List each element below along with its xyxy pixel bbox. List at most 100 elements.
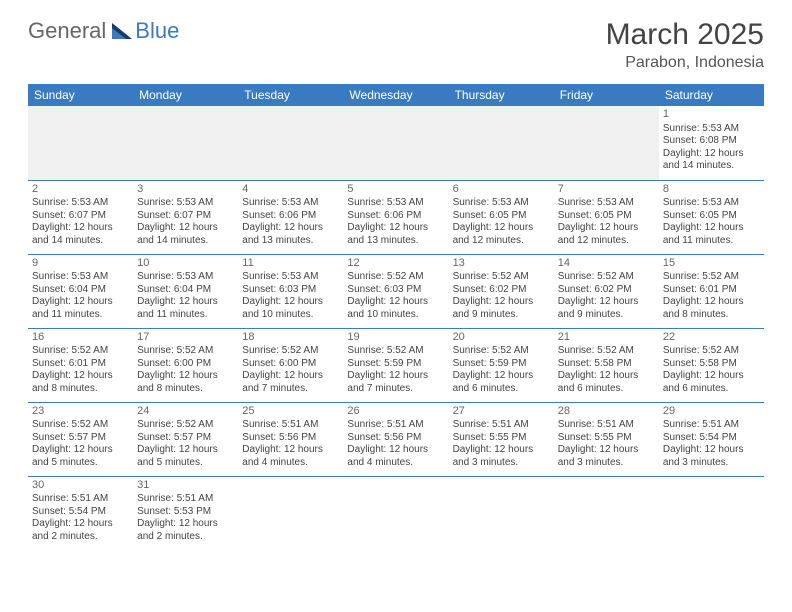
calendar-cell: 12Sunrise: 5:52 AMSunset: 6:03 PMDayligh… xyxy=(343,254,448,328)
cell-text: Daylight: 12 hours xyxy=(453,296,550,309)
calendar-cell: 15Sunrise: 5:52 AMSunset: 6:01 PMDayligh… xyxy=(659,254,764,328)
cell-text: Sunrise: 5:52 AM xyxy=(663,271,760,284)
calendar-cell: 28Sunrise: 5:51 AMSunset: 5:55 PMDayligh… xyxy=(554,402,659,476)
calendar-cell xyxy=(343,476,448,550)
cell-text: and 2 minutes. xyxy=(137,531,234,544)
cell-text: Sunrise: 5:51 AM xyxy=(663,419,760,432)
cell-text: and 4 minutes. xyxy=(347,457,444,470)
cell-text: Daylight: 12 hours xyxy=(137,444,234,457)
cell-text: and 6 minutes. xyxy=(663,383,760,396)
cell-text: and 8 minutes. xyxy=(32,383,129,396)
day-number: 8 xyxy=(663,183,760,197)
cell-text: Daylight: 12 hours xyxy=(32,444,129,457)
cell-text: Daylight: 12 hours xyxy=(347,296,444,309)
cell-text: and 9 minutes. xyxy=(453,309,550,322)
header: General Blue March 2025 Parabon, Indones… xyxy=(28,18,764,72)
cell-text: Sunset: 6:03 PM xyxy=(242,284,339,297)
cell-text: Sunset: 5:55 PM xyxy=(558,432,655,445)
cell-text: Sunset: 6:07 PM xyxy=(137,210,234,223)
cell-text: Sunset: 5:54 PM xyxy=(32,506,129,519)
cell-text: and 8 minutes. xyxy=(663,309,760,322)
cell-text: and 7 minutes. xyxy=(242,383,339,396)
cell-text: Sunrise: 5:52 AM xyxy=(242,345,339,358)
cell-text: and 7 minutes. xyxy=(347,383,444,396)
cell-text: and 14 minutes. xyxy=(663,160,760,173)
weekday-header: Friday xyxy=(554,84,659,106)
cell-text: Sunrise: 5:51 AM xyxy=(242,419,339,432)
cell-text: Sunset: 6:01 PM xyxy=(32,358,129,371)
calendar-cell xyxy=(238,476,343,550)
cell-text: Daylight: 12 hours xyxy=(663,296,760,309)
cell-text: Sunset: 5:56 PM xyxy=(242,432,339,445)
cell-text: Sunset: 5:57 PM xyxy=(137,432,234,445)
title-block: March 2025 Parabon, Indonesia xyxy=(606,18,764,72)
cell-text: Daylight: 12 hours xyxy=(137,370,234,383)
cell-text: and 8 minutes. xyxy=(137,383,234,396)
calendar-cell: 20Sunrise: 5:52 AMSunset: 5:59 PMDayligh… xyxy=(449,328,554,402)
cell-text: Sunset: 5:59 PM xyxy=(453,358,550,371)
cell-text: Sunset: 6:04 PM xyxy=(137,284,234,297)
day-number: 1 xyxy=(663,108,760,122)
cell-text: Daylight: 12 hours xyxy=(453,222,550,235)
cell-text: Sunset: 5:54 PM xyxy=(663,432,760,445)
day-number: 26 xyxy=(347,405,444,419)
calendar-table: Sunday Monday Tuesday Wednesday Thursday… xyxy=(28,84,764,550)
day-number: 2 xyxy=(32,183,129,197)
day-number: 20 xyxy=(453,331,550,345)
day-number: 7 xyxy=(558,183,655,197)
day-number: 28 xyxy=(558,405,655,419)
weekday-header: Thursday xyxy=(449,84,554,106)
cell-text: Sunrise: 5:51 AM xyxy=(137,493,234,506)
logo-text-1: General xyxy=(28,18,106,44)
cell-text: Sunrise: 5:52 AM xyxy=(453,271,550,284)
cell-text: Sunrise: 5:51 AM xyxy=(453,419,550,432)
cell-text: Daylight: 12 hours xyxy=(32,222,129,235)
cell-text: Sunset: 5:58 PM xyxy=(663,358,760,371)
calendar-cell: 16Sunrise: 5:52 AMSunset: 6:01 PMDayligh… xyxy=(28,328,133,402)
cell-text: Daylight: 12 hours xyxy=(663,222,760,235)
weekday-header: Sunday xyxy=(28,84,133,106)
calendar-cell xyxy=(449,106,554,180)
cell-text: Sunrise: 5:53 AM xyxy=(558,197,655,210)
cell-text: and 11 minutes. xyxy=(32,309,129,322)
cell-text: Sunset: 5:58 PM xyxy=(558,358,655,371)
day-number: 18 xyxy=(242,331,339,345)
weekday-header-row: Sunday Monday Tuesday Wednesday Thursday… xyxy=(28,84,764,106)
cell-text: Sunset: 5:53 PM xyxy=(137,506,234,519)
cell-text: Sunrise: 5:52 AM xyxy=(558,271,655,284)
calendar-cell: 27Sunrise: 5:51 AMSunset: 5:55 PMDayligh… xyxy=(449,402,554,476)
day-number: 12 xyxy=(347,257,444,271)
cell-text: and 11 minutes. xyxy=(137,309,234,322)
cell-text: Daylight: 12 hours xyxy=(347,444,444,457)
cell-text: Sunset: 6:07 PM xyxy=(32,210,129,223)
cell-text: and 3 minutes. xyxy=(453,457,550,470)
cell-text: Daylight: 12 hours xyxy=(558,222,655,235)
cell-text: Sunset: 6:02 PM xyxy=(453,284,550,297)
cell-text: Sunrise: 5:52 AM xyxy=(558,345,655,358)
cell-text: Sunset: 5:57 PM xyxy=(32,432,129,445)
cell-text: Daylight: 12 hours xyxy=(558,370,655,383)
weekday-header: Tuesday xyxy=(238,84,343,106)
cell-text: Sunrise: 5:53 AM xyxy=(453,197,550,210)
cell-text: and 3 minutes. xyxy=(663,457,760,470)
cell-text: Sunset: 6:06 PM xyxy=(242,210,339,223)
cell-text: and 11 minutes. xyxy=(663,235,760,248)
cell-text: Daylight: 12 hours xyxy=(558,296,655,309)
day-number: 22 xyxy=(663,331,760,345)
cell-text: Sunrise: 5:52 AM xyxy=(137,419,234,432)
cell-text: Daylight: 12 hours xyxy=(663,148,760,161)
calendar-cell: 24Sunrise: 5:52 AMSunset: 5:57 PMDayligh… xyxy=(133,402,238,476)
cell-text: Sunrise: 5:52 AM xyxy=(32,419,129,432)
cell-text: Sunset: 6:05 PM xyxy=(558,210,655,223)
calendar-row: 9Sunrise: 5:53 AMSunset: 6:04 PMDaylight… xyxy=(28,254,764,328)
calendar-cell xyxy=(554,106,659,180)
day-number: 25 xyxy=(242,405,339,419)
day-number: 16 xyxy=(32,331,129,345)
weekday-header: Wednesday xyxy=(343,84,448,106)
calendar-cell xyxy=(554,476,659,550)
cell-text: Sunrise: 5:52 AM xyxy=(663,345,760,358)
cell-text: Daylight: 12 hours xyxy=(663,444,760,457)
day-number: 11 xyxy=(242,257,339,271)
cell-text: Sunrise: 5:52 AM xyxy=(32,345,129,358)
cell-text: Sunset: 5:56 PM xyxy=(347,432,444,445)
